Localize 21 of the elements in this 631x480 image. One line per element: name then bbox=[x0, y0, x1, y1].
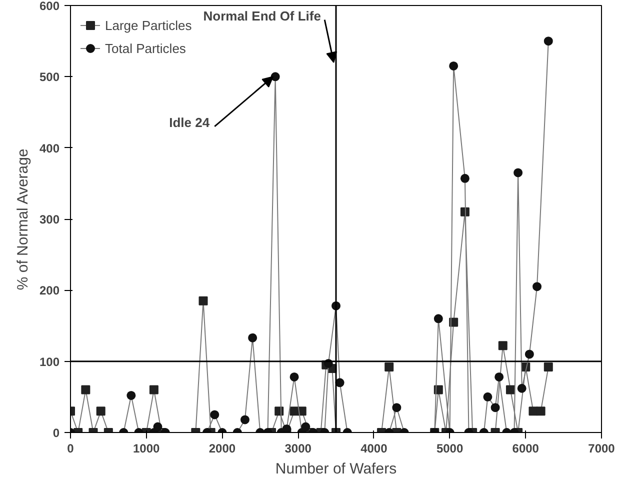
annotation: Normal End Of Life bbox=[203, 8, 321, 24]
y-axis-title: % of Normal Average bbox=[14, 148, 32, 290]
y-tick-label: 300 bbox=[39, 212, 60, 226]
y-tick-label: 400 bbox=[39, 141, 60, 156]
x-tick-label: 0 bbox=[67, 442, 74, 456]
y-tick-label: 0 bbox=[52, 426, 60, 440]
legend-label: Large Particles bbox=[105, 18, 192, 32]
x-tick-label: 5000 bbox=[436, 442, 464, 456]
x-tick-label: 2000 bbox=[208, 442, 236, 456]
x-axis-title: Number of Wafers bbox=[275, 460, 397, 478]
x-tick-label: 7000 bbox=[588, 442, 616, 456]
y-tick-label: 200 bbox=[39, 284, 60, 298]
x-tick-label: 1000 bbox=[133, 442, 160, 456]
x-tick-label: 3000 bbox=[284, 442, 312, 456]
y-tick-label: 100 bbox=[39, 354, 60, 369]
x-tick-label: 4000 bbox=[360, 442, 388, 456]
legend-label: Total Particles bbox=[105, 40, 186, 56]
annotation: Idle 24 bbox=[169, 115, 210, 130]
x-tick-label: 6000 bbox=[512, 442, 540, 456]
y-tick-label: 500 bbox=[39, 70, 60, 84]
y-tick-label: 600 bbox=[39, 0, 60, 13]
